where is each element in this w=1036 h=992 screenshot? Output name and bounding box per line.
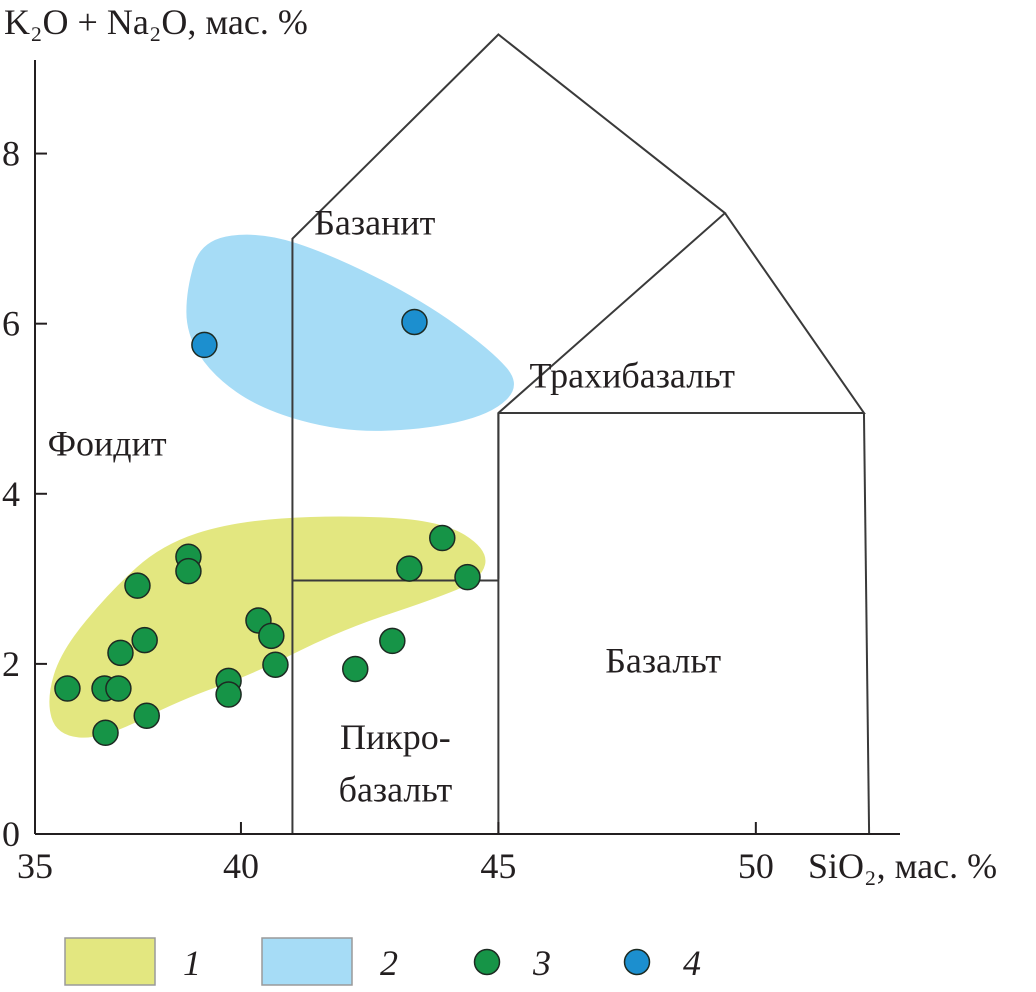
y-axis-title: K₂O + Na₂O, мас. % — [4, 2, 308, 42]
data-point-series-3 — [396, 555, 423, 582]
x-tick-label: 50 — [738, 846, 774, 886]
data-point-series-3 — [379, 627, 406, 655]
y-tick-label: 2 — [2, 644, 20, 684]
data-point-series-3 — [133, 702, 160, 730]
field-boundary — [291, 33, 727, 834]
legend-label: 2 — [380, 943, 398, 983]
data-point-series-3 — [262, 651, 289, 678]
data-point-series-3 — [175, 557, 202, 585]
field-label: базальт — [339, 770, 453, 810]
y-tick-label: 0 — [2, 814, 20, 854]
x-tick-label: 35 — [17, 846, 53, 886]
data-point-series-3 — [107, 639, 134, 667]
legend-label: 3 — [532, 943, 551, 983]
data-point-series-3 — [92, 719, 119, 747]
y-tick-label: 6 — [2, 304, 20, 344]
field-label: Пикро- — [340, 717, 451, 757]
legend-swatch-2 — [261, 937, 353, 986]
legend-swatch-1 — [64, 937, 156, 986]
data-point-series-3 — [124, 572, 151, 599]
field-label: Базанит — [314, 202, 435, 242]
field-label: Фоидит — [48, 424, 167, 464]
data-point-series-3 — [342, 655, 369, 683]
field-area-2 — [186, 234, 514, 431]
x-axis-title: SiO₂, мас. % — [808, 846, 997, 886]
data-point-series-3 — [215, 681, 242, 708]
data-point-series-3 — [105, 675, 132, 702]
data-point-series-3 — [429, 524, 456, 552]
field-boundary — [862, 412, 871, 835]
legend-marker-4 — [623, 948, 651, 976]
y-tick-label: 4 — [2, 474, 20, 514]
x-tick-label: 45 — [480, 846, 516, 886]
y-tick-label: 8 — [2, 134, 20, 174]
x-tick-label: 40 — [223, 846, 259, 886]
data-point-series-3 — [258, 622, 285, 650]
legend-label: 4 — [683, 943, 701, 983]
field-label: Трахибазальт — [530, 355, 736, 395]
data-point-series-3 — [131, 626, 158, 654]
data-point-series-3 — [454, 563, 481, 591]
data-point-series-4 — [401, 308, 428, 336]
legend-marker-3 — [473, 948, 501, 976]
legend-label: 1 — [183, 943, 201, 983]
data-point-series-3 — [54, 675, 81, 702]
field-label: Базальт — [605, 640, 721, 680]
data-point-series-4 — [191, 331, 218, 359]
